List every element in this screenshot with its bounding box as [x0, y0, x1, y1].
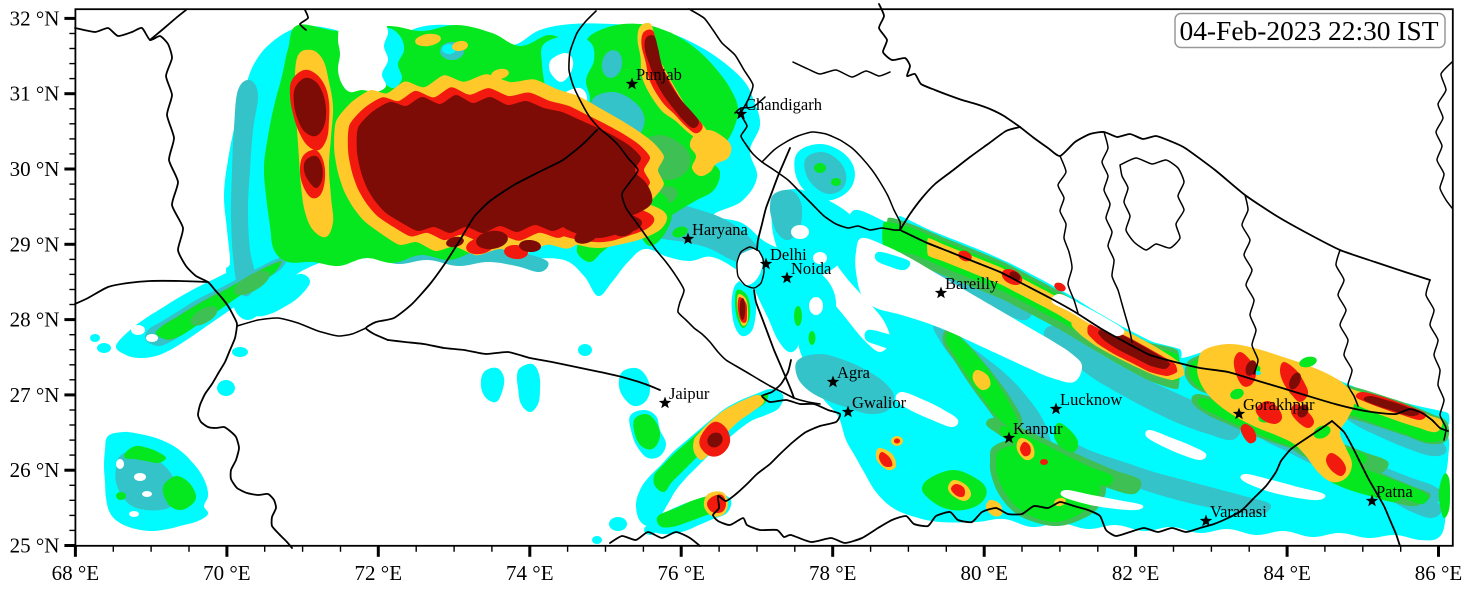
svg-text:28 °N: 28 °N [10, 308, 60, 332]
svg-text:Varanasi: Varanasi [1210, 502, 1267, 521]
svg-text:Bareilly: Bareilly [945, 274, 999, 293]
svg-text:70 °E: 70 °E [203, 561, 250, 585]
svg-text:68 °E: 68 °E [52, 561, 99, 585]
svg-text:32 °N: 32 °N [10, 6, 60, 30]
svg-text:Chandigarh: Chandigarh [745, 95, 823, 114]
svg-text:Patna: Patna [1376, 482, 1413, 501]
svg-text:78 °E: 78 °E [809, 561, 856, 585]
svg-text:Kanpur: Kanpur [1013, 419, 1063, 438]
svg-text:84 °E: 84 °E [1263, 561, 1310, 585]
svg-text:Gorakhpur: Gorakhpur [1243, 395, 1315, 414]
svg-text:27 °N: 27 °N [10, 383, 60, 407]
svg-text:26 °N: 26 °N [10, 458, 60, 482]
svg-text:Delhi: Delhi [770, 245, 807, 264]
svg-text:74 °E: 74 °E [506, 561, 553, 585]
svg-text:Lucknow: Lucknow [1060, 390, 1122, 409]
svg-text:Punjab: Punjab [636, 65, 682, 84]
svg-text:29 °N: 29 °N [10, 232, 60, 256]
svg-text:04-Feb-2023 22:30 IST: 04-Feb-2023 22:30 IST [1180, 15, 1439, 46]
svg-text:30 °N: 30 °N [10, 157, 60, 181]
svg-text:Noida: Noida [791, 259, 832, 278]
svg-text:86 °E: 86 °E [1415, 561, 1462, 585]
svg-text:76 °E: 76 °E [657, 561, 704, 585]
svg-text:80 °E: 80 °E [960, 561, 1007, 585]
svg-text:Agra: Agra [837, 363, 871, 382]
svg-text:Jaipur: Jaipur [669, 384, 710, 403]
svg-text:82 °E: 82 °E [1112, 561, 1159, 585]
svg-text:31 °N: 31 °N [10, 82, 60, 106]
svg-text:Gwalior: Gwalior [852, 393, 907, 412]
svg-text:72 °E: 72 °E [355, 561, 402, 585]
svg-text:Haryana: Haryana [692, 220, 749, 239]
svg-text:25 °N: 25 °N [10, 534, 60, 558]
